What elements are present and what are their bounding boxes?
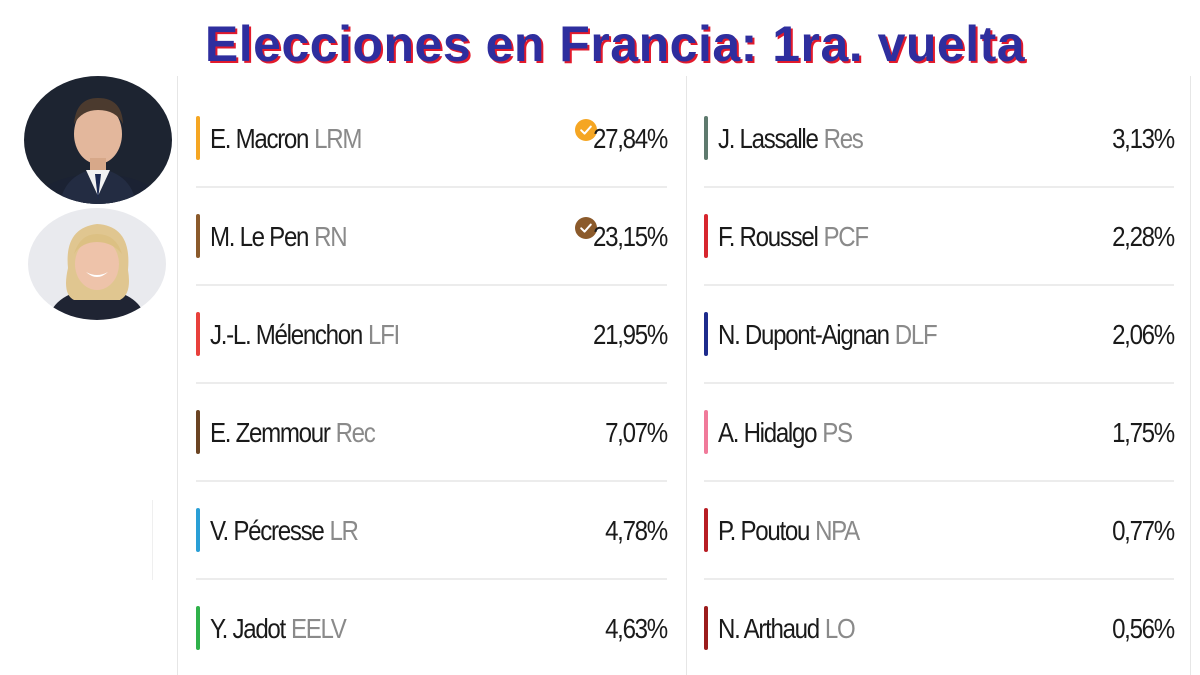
results-column-left: E. Macron LRM 27,84% M. Le Pen RN 23,15% J… (196, 90, 668, 675)
party-abbr: LRM (314, 123, 362, 154)
party-abbr: Res (823, 123, 864, 154)
candidate-row: J.-L. Mélenchon LFI 21,95% (196, 286, 668, 384)
candidate-row: Y. Jadot EELV 4,63% (196, 580, 668, 675)
candidate-row: A. Hidalgo PS 1,75% (704, 384, 1175, 482)
candidate-row: E. Macron LRM 27,84% (196, 90, 668, 188)
candidate-label: J.-L. Mélenchon LFI (210, 315, 400, 355)
party-color-bar (704, 312, 708, 356)
candidate-name: A. Hidalgo (718, 417, 817, 448)
candidate-percent: 1,75% (1112, 417, 1175, 448)
candidate-percent: 2,28% (1112, 221, 1175, 252)
candidate-photo-lepen (28, 208, 166, 320)
candidate-label: E. Zemmour Rec (210, 413, 376, 453)
party-color-bar (704, 410, 708, 454)
candidate-percent: 4,63% (605, 613, 668, 644)
candidate-name: J.-L. Mélenchon (210, 319, 363, 350)
candidate-label: Y. Jadot EELV (210, 609, 347, 649)
candidate-percent: 0,77% (1112, 515, 1175, 546)
party-abbr: EELV (290, 613, 347, 644)
candidate-percent: 27,84% (593, 123, 668, 154)
candidate-name: V. Pécresse (210, 515, 325, 546)
candidate-row: J. Lassalle Res 3,13% (704, 90, 1175, 188)
check-icon (575, 217, 597, 239)
party-color-bar (704, 606, 708, 650)
candidate-photo-macron (24, 76, 172, 204)
candidate-row: V. Pécresse LR 4,78% (196, 482, 668, 580)
candidate-label: M. Le Pen RN (210, 217, 348, 257)
party-color-bar (196, 214, 200, 258)
party-color-bar (196, 606, 200, 650)
candidate-label: V. Pécresse LR (210, 511, 359, 551)
party-abbr: LO (824, 613, 856, 644)
candidate-row: M. Le Pen RN 23,15% (196, 188, 668, 286)
candidate-name: E. Zemmour (210, 417, 331, 448)
column-divider (686, 76, 687, 675)
column-divider (152, 500, 153, 580)
column-divider (1190, 76, 1191, 675)
candidate-row: E. Zemmour Rec 7,07% (196, 384, 668, 482)
candidate-name: P. Poutou (718, 515, 810, 546)
page-title: Elecciones en Francia: 1ra. vuelta (204, 16, 1026, 72)
party-abbr: LFI (367, 319, 400, 350)
candidate-name: E. Macron (210, 123, 309, 154)
candidate-percent: 23,15% (593, 221, 668, 252)
candidate-percent: 2,06% (1112, 319, 1175, 350)
candidate-percent: 0,56% (1112, 613, 1175, 644)
candidate-row: P. Poutou NPA 0,77% (704, 482, 1175, 580)
column-divider (177, 76, 178, 675)
candidate-label: P. Poutou NPA (718, 511, 860, 551)
candidate-label: E. Macron LRM (210, 119, 362, 159)
candidate-name: Y. Jadot (210, 613, 286, 644)
candidate-label: F. Roussel PCF (718, 217, 870, 257)
candidate-name: N. Arthaud (718, 613, 820, 644)
party-abbr: PCF (823, 221, 870, 252)
party-color-bar (196, 410, 200, 454)
party-abbr: NPA (815, 515, 860, 546)
candidate-label: A. Hidalgo PS (718, 413, 853, 453)
candidate-row: N. Dupont-Aignan DLF 2,06% (704, 286, 1175, 384)
candidate-percent: 7,07% (605, 417, 668, 448)
candidate-label: J. Lassalle Res (718, 119, 864, 159)
candidate-row: N. Arthaud LO 0,56% (704, 580, 1175, 675)
results-column-right: J. Lassalle Res 3,13% F. Roussel PCF 2,28%… (704, 90, 1175, 675)
candidate-name: M. Le Pen (210, 221, 309, 252)
candidate-row: F. Roussel PCF 2,28% (704, 188, 1175, 286)
party-abbr: PS (822, 417, 853, 448)
party-color-bar (196, 116, 200, 160)
party-color-bar (196, 312, 200, 356)
party-color-bar (196, 508, 200, 552)
party-abbr: RN (314, 221, 348, 252)
candidate-label: N. Arthaud LO (718, 609, 856, 649)
party-color-bar (704, 508, 708, 552)
party-color-bar (704, 214, 708, 258)
candidate-percent: 3,13% (1112, 123, 1175, 154)
candidate-percent: 4,78% (605, 515, 668, 546)
candidate-name: N. Dupont-Aignan (718, 319, 890, 350)
candidate-name: J. Lassalle (718, 123, 819, 154)
party-abbr: Rec (335, 417, 376, 448)
candidate-percent: 21,95% (593, 319, 668, 350)
check-icon (575, 119, 597, 141)
party-abbr: LR (329, 515, 358, 546)
party-color-bar (704, 116, 708, 160)
candidate-name: F. Roussel (718, 221, 819, 252)
candidate-label: N. Dupont-Aignan DLF (718, 315, 938, 355)
party-abbr: DLF (894, 319, 938, 350)
